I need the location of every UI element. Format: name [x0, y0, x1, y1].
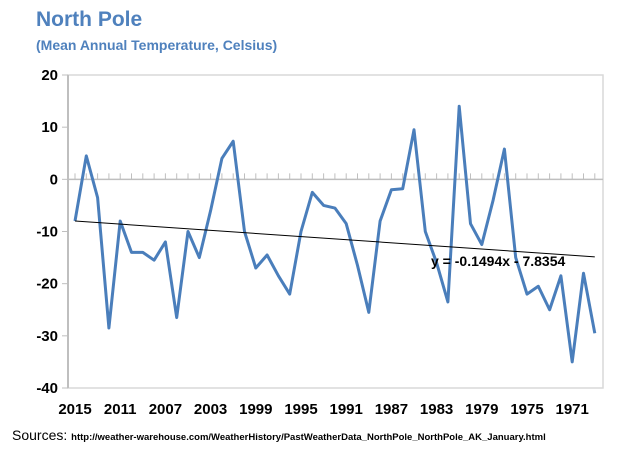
y-tick-label: -30 — [36, 328, 58, 345]
sources-label: Sources: — [12, 427, 68, 443]
x-tick-label: 1979 — [465, 401, 498, 418]
y-tick-label: -10 — [36, 224, 58, 241]
x-tick-label: 2007 — [149, 401, 182, 418]
trendline — [74, 220, 595, 258]
sources-note: Sources: http://weather-warehouse.com/We… — [12, 427, 546, 443]
x-tick-label: 1991 — [330, 401, 363, 418]
plot-area — [67, 74, 604, 389]
trendline-equation: y = -0.1494x - 7.8354 — [431, 253, 565, 269]
y-tick-label: -40 — [36, 380, 58, 397]
x-tick-label: 2015 — [58, 401, 91, 418]
sources-url: http://weather-warehouse.com/WeatherHist… — [71, 432, 546, 443]
chart-subtitle: (Mean Annual Temperature, Celsius) — [36, 37, 278, 53]
x-tick-label: 2011 — [104, 401, 137, 418]
x-tick-label: 1971 — [556, 401, 589, 418]
x-tick-label: 1975 — [510, 401, 543, 418]
x-tick-label: 1983 — [420, 401, 453, 418]
y-tick-label: -20 — [36, 276, 58, 293]
y-tick-label: 0 — [50, 171, 58, 188]
temperature-series-line — [73, 104, 597, 364]
x-tick-label: 1995 — [284, 401, 317, 418]
x-tick-label: 1999 — [239, 401, 272, 418]
chart-title: North Pole — [36, 8, 143, 31]
y-tick-label: 10 — [41, 119, 58, 136]
x-tick-label: 1987 — [375, 401, 408, 418]
x-tick-label: 2003 — [194, 401, 227, 418]
y-tick-label: 20 — [41, 67, 58, 84]
